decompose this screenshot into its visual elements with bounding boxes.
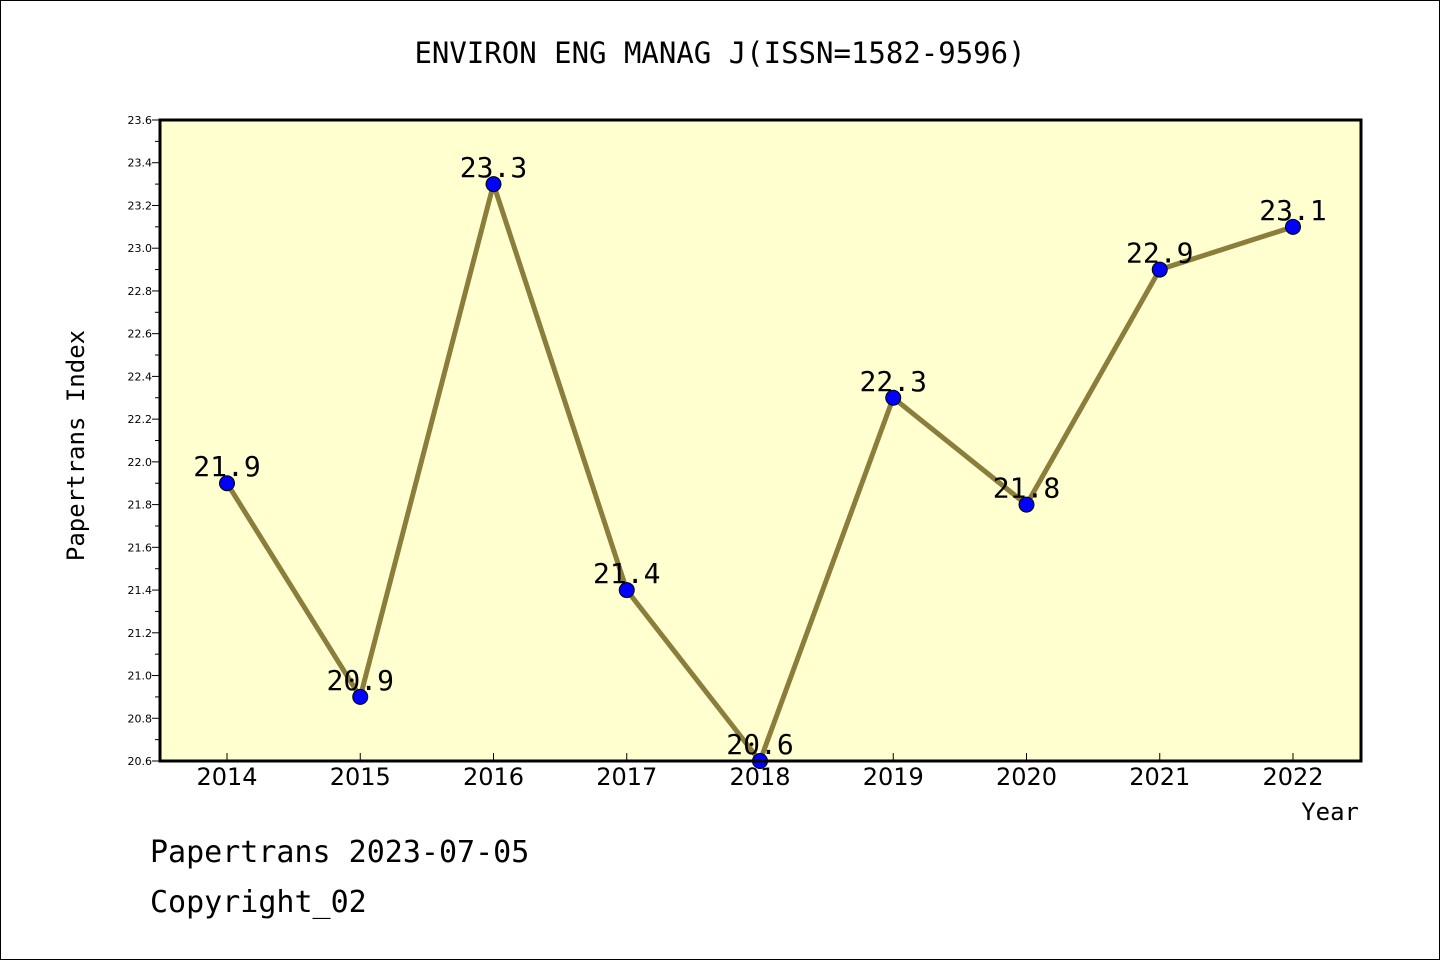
data-point bbox=[618, 582, 635, 599]
x-tick-label: 2022 bbox=[1262, 763, 1323, 791]
y-tick-label: 23.4 bbox=[128, 157, 153, 170]
y-tick-label: 23.6 bbox=[128, 114, 153, 127]
x-tick-label: 2015 bbox=[330, 763, 391, 791]
y-tick-label: 20.6 bbox=[128, 755, 153, 768]
y-tick-label: 21.6 bbox=[128, 541, 153, 554]
y-tick-label: 22.2 bbox=[128, 413, 153, 426]
x-tick-label: 2017 bbox=[596, 763, 657, 791]
data-label: 20.9 bbox=[327, 664, 394, 697]
footer-copyright: Copyright_02 bbox=[150, 885, 367, 920]
x-axis: 2014 2015 2016 2017 2018 2019 2020 2021 2022 bbox=[196, 753, 1324, 791]
data-label: 22.3 bbox=[860, 365, 927, 398]
data-label: 22.9 bbox=[1126, 237, 1193, 270]
y-tick-label: 22.6 bbox=[128, 328, 153, 341]
x-tick-label: 2014 bbox=[196, 763, 257, 791]
y-axis: 20.6 20.8 21.0 21.2 21.4 21.6 21.8 22.0 22.2 22.4… bbox=[128, 114, 160, 768]
data-label: 21.8 bbox=[993, 472, 1060, 505]
data-point bbox=[885, 389, 902, 406]
data-label: 23.3 bbox=[460, 151, 527, 184]
data-point bbox=[1018, 496, 1035, 513]
y-axis-label: Papertrans Index bbox=[62, 330, 90, 561]
data-point bbox=[1285, 218, 1301, 235]
y-tick-label: 21.0 bbox=[128, 670, 153, 683]
plot-area bbox=[160, 120, 1361, 761]
y-tick-label: 21.2 bbox=[128, 627, 153, 640]
x-tick-label: 2020 bbox=[996, 763, 1057, 791]
y-tick-label: 23.0 bbox=[128, 242, 153, 255]
x-axis-label: Year bbox=[1301, 798, 1359, 826]
y-tick-label: 21.4 bbox=[128, 584, 153, 597]
y-tick-label: 23.2 bbox=[128, 199, 153, 212]
footer-date: Papertrans 2023-07-05 bbox=[150, 835, 530, 870]
y-tick-label: 22.0 bbox=[128, 456, 153, 469]
x-tick-label: 2021 bbox=[1129, 763, 1190, 791]
data-label: 21.9 bbox=[193, 450, 260, 483]
data-label: 23.1 bbox=[1259, 194, 1326, 227]
x-tick-label: 2016 bbox=[463, 763, 524, 791]
data-label: 20.6 bbox=[726, 728, 793, 761]
x-tick-label: 2019 bbox=[863, 763, 924, 791]
y-tick-label: 22.4 bbox=[128, 370, 153, 383]
y-tick-label: 22.8 bbox=[128, 285, 153, 298]
chart-title: ENVIRON ENG MANAG J(ISSN=1582-9596) bbox=[414, 36, 1026, 70]
data-point bbox=[219, 475, 235, 492]
y-tick-label: 21.8 bbox=[128, 499, 153, 512]
plot-border bbox=[158, 118, 1363, 763]
data-point bbox=[352, 688, 369, 705]
y-tick-label: 20.8 bbox=[128, 712, 153, 725]
data-label: 21.4 bbox=[593, 557, 660, 590]
data-point bbox=[1151, 261, 1168, 278]
data-point bbox=[485, 176, 502, 193]
